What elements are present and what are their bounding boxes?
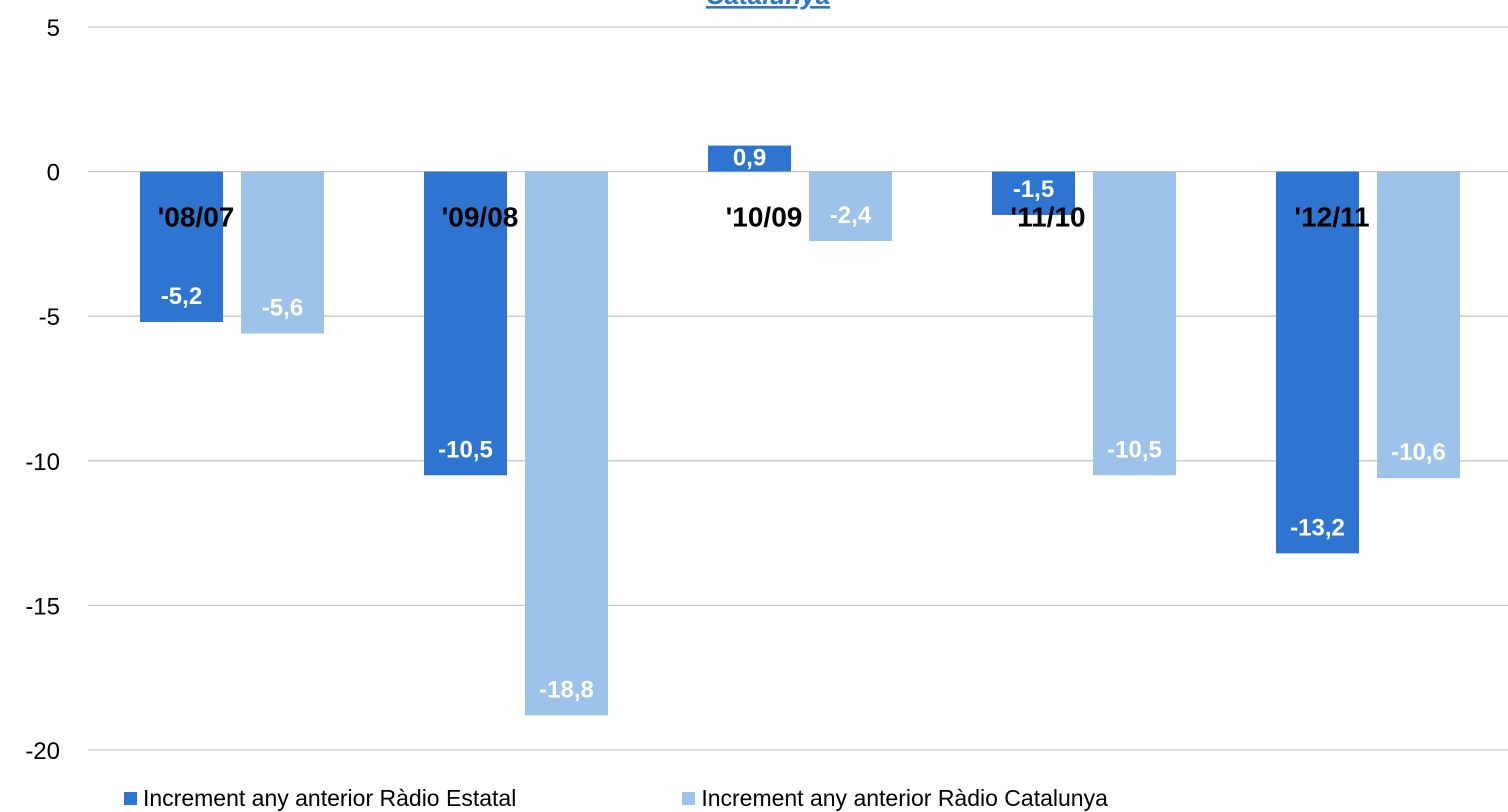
legend-item-catalunya[interactable]: Increment any anterior Ràdio Catalunya xyxy=(682,785,1108,812)
legend-label-catalunya: Increment any anterior Ràdio Catalunya xyxy=(701,784,1108,811)
bars xyxy=(140,145,1460,716)
category-labels: '08/07 '09/08 '10/09 '11/10 '12/11 xyxy=(158,202,1370,233)
gridlines xyxy=(88,26,1508,751)
legend-swatch-catalunya xyxy=(682,791,696,805)
bar-estatal[interactable] xyxy=(708,145,791,172)
data-label: -13,2 xyxy=(1290,514,1345,541)
data-label: -18,8 xyxy=(539,676,594,703)
category-label: '09/08 xyxy=(442,202,519,233)
data-label: -2,4 xyxy=(830,202,872,229)
bar-catalunya[interactable] xyxy=(1093,171,1176,476)
y-tick-label: -15 xyxy=(25,593,60,620)
category-label: '12/11 xyxy=(1294,202,1369,233)
y-tick-label: -5 xyxy=(39,304,60,331)
legend-item-estatal[interactable]: Increment any anterior Ràdio Estatal xyxy=(124,785,516,812)
bar-catalunya[interactable] xyxy=(525,171,608,716)
bar-estatal[interactable] xyxy=(992,171,1075,215)
bar-estatal[interactable] xyxy=(140,171,223,322)
data-labels: -5,2 -10,5 0,9 -1,5 -13,2 -5,6 -18,8 -2,4 -10,5 -… xyxy=(161,145,1446,704)
chart-title: Catalunya xyxy=(706,0,830,10)
y-tick-label: 0 xyxy=(47,160,60,187)
category-label: '10/09 xyxy=(726,202,803,233)
data-label: -10,5 xyxy=(438,436,493,463)
data-label: -5,6 xyxy=(262,295,303,322)
y-tick-label: -20 xyxy=(25,738,60,765)
y-tick-label: 5 xyxy=(47,15,60,42)
data-label: -5,2 xyxy=(161,283,202,310)
data-label: 0,9 xyxy=(733,145,766,172)
category-label: '08/07 xyxy=(158,202,235,233)
legend-swatch-estatal xyxy=(124,791,137,805)
bar-catalunya[interactable] xyxy=(1377,171,1460,479)
legend: Increment any anterior Ràdio Estatal Inc… xyxy=(124,784,1108,812)
bar-estatal[interactable] xyxy=(1276,171,1359,554)
bar-catalunya[interactable] xyxy=(241,171,324,334)
legend-label-estatal: Increment any anterior Ràdio Estatal xyxy=(143,784,517,811)
y-axis-ticks: 5 0 -5 -10 -15 -20 xyxy=(25,15,60,765)
bar-catalunya[interactable] xyxy=(809,171,892,242)
bar-estatal[interactable] xyxy=(424,171,507,476)
y-tick-label: -10 xyxy=(25,449,60,476)
category-label: '11/10 xyxy=(1010,202,1085,233)
data-label: -10,5 xyxy=(1107,436,1162,463)
data-label: -10,6 xyxy=(1391,439,1446,466)
data-label: -1,5 xyxy=(1013,176,1054,203)
